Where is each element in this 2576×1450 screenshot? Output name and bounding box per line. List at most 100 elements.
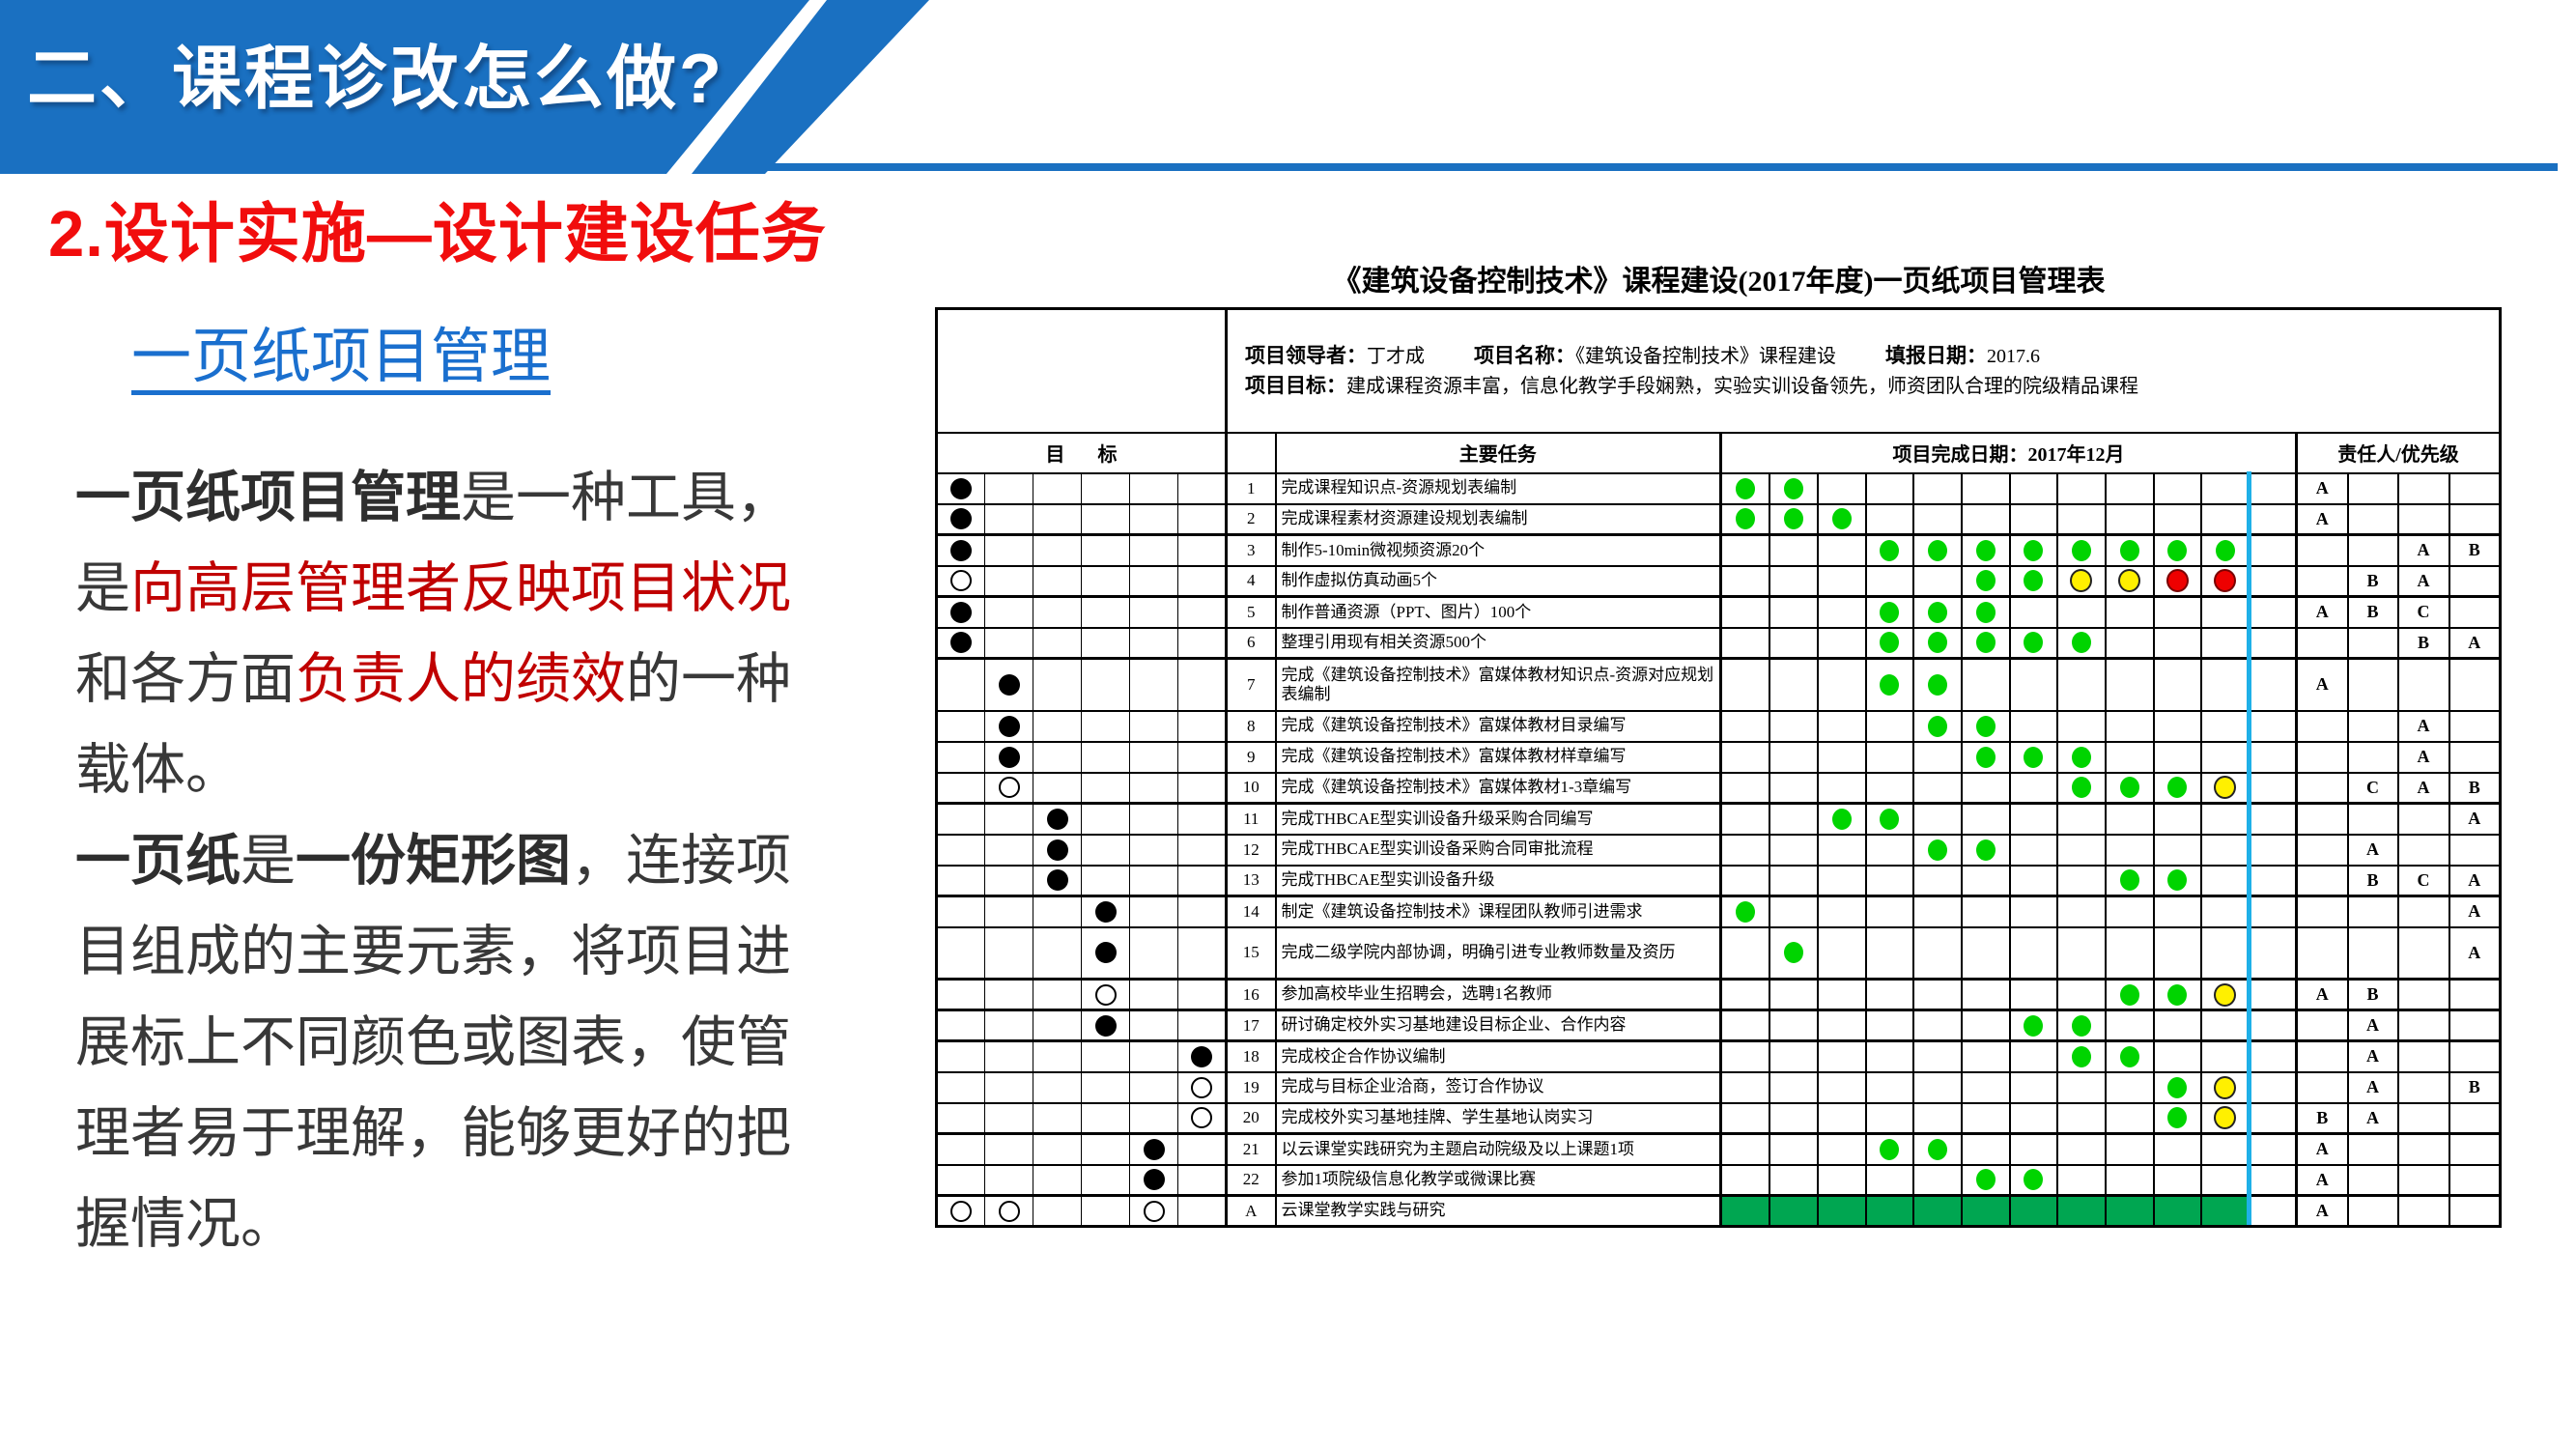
timeline-cell	[2104, 978, 2155, 1011]
timeline-cell	[2248, 771, 2298, 805]
task-row: 14 制定《建筑设备控制技术》课程团队教师引进需求 A	[935, 895, 2502, 928]
goal-cell	[935, 1009, 985, 1042]
timeline-cell	[2055, 626, 2107, 660]
task-row: 16 参加高校毕业生招聘会，选聘1名教师 A B	[935, 978, 2502, 1011]
priority-cell	[2448, 564, 2502, 598]
goal-cell	[1081, 1070, 1130, 1104]
status-dot-green	[2119, 777, 2139, 799]
goal-dot-filled	[998, 673, 1020, 696]
project-table-area: 《建筑设备控制技术》课程建设(2017年度)一页纸项目管理表 项目领导者：丁才成…	[935, 257, 2503, 1228]
timeline-cell	[1719, 1039, 1770, 1073]
goal-dot-open	[1143, 1200, 1165, 1222]
priority-cell	[2295, 564, 2349, 598]
timeline-cell	[2104, 1070, 2155, 1104]
timeline-cell	[2055, 1101, 2107, 1135]
goal-cell	[1177, 1009, 1227, 1042]
goal-cell	[1129, 1163, 1178, 1197]
goal-cell	[1033, 1009, 1082, 1042]
status-dot-green	[2024, 539, 2043, 561]
goal-cell	[1081, 1132, 1130, 1166]
timeline-cell	[2055, 533, 2107, 567]
row-number: 11	[1225, 802, 1277, 836]
priority-cell	[2295, 771, 2349, 805]
timeline-cell	[2199, 564, 2250, 598]
priority-cell: A	[2295, 502, 2349, 536]
timeline-cell	[2152, 502, 2202, 536]
task-label: 完成《建筑设备控制技术》富媒体教材目录编写	[1274, 709, 1722, 743]
timeline-cell	[2008, 657, 2058, 712]
goal-cell	[1129, 1132, 1178, 1166]
priority-cell	[2448, 1039, 2502, 1073]
task-row: 9 完成《建筑设备控制技术》富媒体教材样章编写 A	[935, 740, 2502, 774]
timeline-cell	[1864, 502, 1914, 536]
goal-cell	[1081, 657, 1130, 712]
timeline-cell	[2104, 1009, 2155, 1042]
goal-cell	[984, 1070, 1033, 1104]
timeline-cell	[1911, 740, 1963, 774]
timeline-cell	[2199, 1101, 2250, 1135]
status-dot-green	[2024, 1014, 2043, 1037]
task-label: 完成THBCAE型实训设备升级采购合同编写	[1274, 802, 1722, 836]
goal-cell	[1033, 564, 1082, 598]
info-line-2: 项目目标：建成课程资源丰富，信息化教学手段娴熟，实验实训设备领先，师资团队合理的…	[1245, 371, 2489, 401]
timeline-cell	[1864, 802, 1914, 836]
timeline-cell	[1911, 895, 1963, 928]
row-number: 7	[1225, 657, 1277, 712]
priority-cell: A	[2346, 1009, 2399, 1042]
timeline-cell	[2055, 740, 2107, 774]
status-dot-green	[1880, 808, 1899, 830]
timeline-cell	[2055, 564, 2107, 598]
goal-cell	[1033, 771, 1082, 805]
priority-cell	[2295, 740, 2349, 774]
goal-dot-filled	[950, 539, 972, 561]
status-dot-green	[1735, 900, 1755, 923]
timeline-cell	[1719, 709, 1770, 743]
status-dot-green	[2119, 869, 2139, 892]
timeline-cell	[1816, 709, 1867, 743]
status-dot-green	[2071, 1045, 2091, 1067]
timeline-cell	[2248, 1009, 2298, 1042]
goal-cell	[935, 471, 985, 505]
goal-dot-filled	[1191, 1045, 1212, 1067]
priority-cell: B	[2346, 864, 2399, 897]
priority-cell	[2448, 471, 2502, 505]
timeline-cell	[1911, 864, 1963, 897]
text-segment: 目组成的主要元素，将项目进	[75, 921, 791, 982]
timeline-cell	[1911, 1132, 1963, 1166]
status-dot-green	[2071, 632, 2091, 654]
timeline-cell	[1911, 771, 1963, 805]
timeline-cell	[1864, 925, 1914, 981]
task-label: 完成课程素材资源建设规划表编制	[1274, 502, 1722, 536]
timeline-cell	[1864, 1194, 1914, 1228]
goal-column-header: 目标	[935, 431, 1227, 474]
task-row: 1 完成课程知识点-资源规划表编制 A	[935, 471, 2502, 505]
row-number: 14	[1225, 895, 1277, 928]
goal-cell	[1081, 802, 1130, 836]
timeline-cell	[1864, 657, 1914, 712]
task-row: 22 参加1项院级信息化教学或微课比赛 A	[935, 1163, 2502, 1197]
timeline-cell	[2104, 802, 2155, 836]
priority-cell: A	[2295, 595, 2349, 629]
goal-cell	[1081, 864, 1130, 897]
timeline-cell	[2152, 595, 2202, 629]
timeline-cell	[1816, 1009, 1867, 1042]
goal-cell	[1177, 895, 1227, 928]
paragraph-line: 展标上不同颜色或图表，使管	[75, 997, 945, 1088]
timeline-cell	[1816, 978, 1867, 1011]
row-number: 1	[1225, 471, 1277, 505]
timeline-cell	[1768, 802, 1819, 836]
priority-cell	[2448, 709, 2502, 743]
status-dot-green	[2071, 777, 2091, 799]
timeline-cell	[2055, 864, 2107, 897]
goal-cell	[935, 595, 985, 629]
timeline-cell	[2055, 771, 2107, 805]
priority-cell	[2396, 1101, 2450, 1135]
timeline-cell	[2199, 802, 2250, 836]
timeline-cell	[2008, 709, 2058, 743]
timeline-cell	[2008, 502, 2058, 536]
timeline-cell	[1719, 533, 1770, 567]
goal-cell	[1177, 1163, 1227, 1197]
status-dot-green	[1975, 839, 1996, 861]
timeline-cell	[1911, 564, 1963, 598]
goal-cell	[984, 1009, 1033, 1042]
